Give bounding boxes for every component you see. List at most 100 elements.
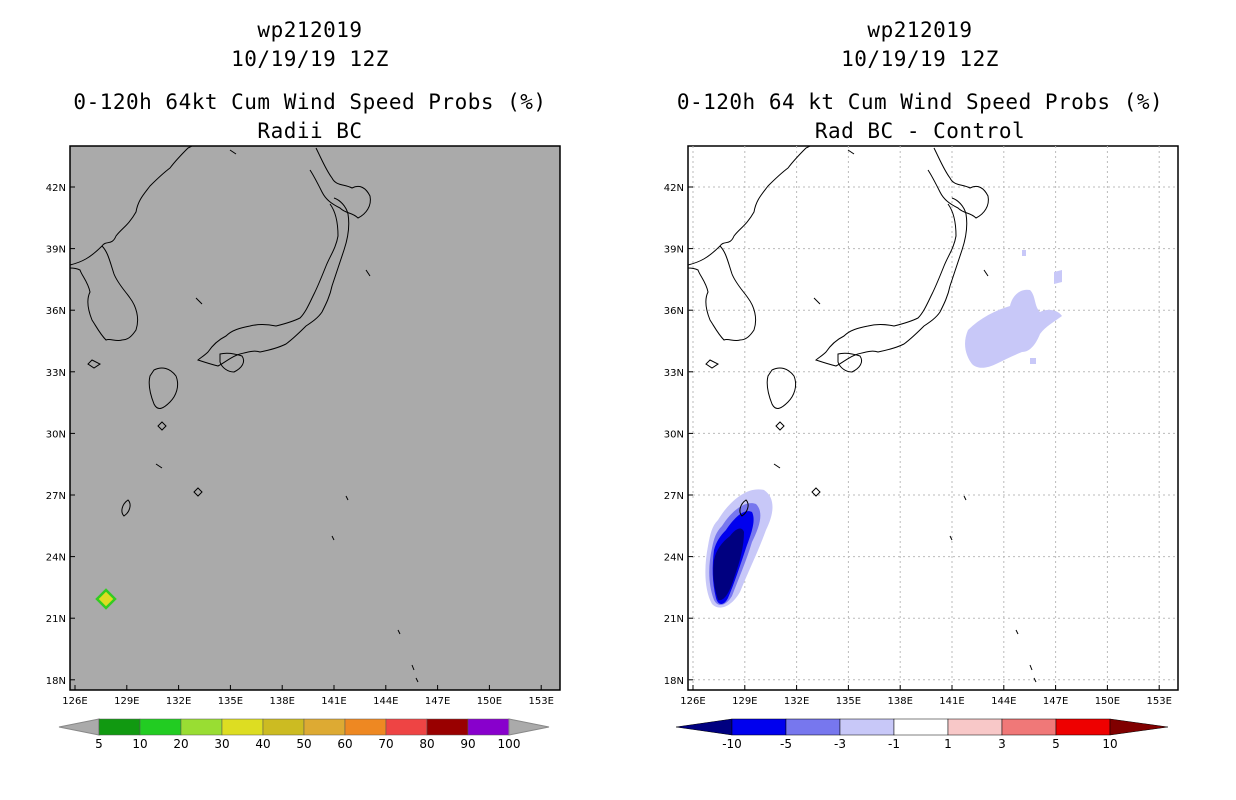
right-colorbar-min-arrow bbox=[675, 718, 733, 736]
right-colorbar-swatch bbox=[947, 718, 1003, 736]
right-positive-region bbox=[965, 250, 1062, 368]
left-lat-label: 21N bbox=[46, 614, 66, 625]
right-lon-label: 135E bbox=[836, 696, 861, 707]
left-panel-title: wp212019 10/19/19 12Z 0-120h 64kt Cum Wi… bbox=[50, 16, 570, 146]
right-lon-label: 129E bbox=[732, 696, 757, 707]
left-lat-label: 33N bbox=[46, 368, 66, 379]
contour-minus-10 bbox=[713, 528, 744, 601]
right-lat-label: 42N bbox=[664, 183, 684, 194]
left-colorbar-swatch bbox=[180, 718, 223, 736]
right-lon-label: 150E bbox=[1095, 696, 1120, 707]
left-colorbar-min-arrow bbox=[58, 718, 100, 736]
right-lon-label: 147E bbox=[1043, 696, 1068, 707]
right-colorbar-label: 3 bbox=[998, 737, 1006, 751]
right-colorbar-swatch bbox=[893, 718, 949, 736]
left-colorbar-label: 5 bbox=[95, 737, 103, 751]
right-colorbar-max-arrow bbox=[1109, 718, 1169, 736]
left-colorbar-label: 20 bbox=[173, 737, 188, 751]
right-colorbar-swatch bbox=[839, 718, 895, 736]
left-colorbar-label: 40 bbox=[255, 737, 270, 751]
left-colorbar-label: 30 bbox=[214, 737, 229, 751]
left-colorbar-label: 80 bbox=[419, 737, 434, 751]
left-lon-label: 126E bbox=[62, 696, 87, 707]
right-colorbar: -10 -5 -3 -1 1 3 5 10 bbox=[675, 718, 1169, 751]
right-map: 42N 39N 36N 33N 30N 27N 24N 21N 18N 126E 129E 132E… bbox=[664, 145, 1179, 707]
right-lon-label: 138E bbox=[887, 696, 912, 707]
right-lat-label: 21N bbox=[664, 614, 684, 625]
left-lat-label: 27N bbox=[46, 491, 66, 502]
right-colorbar-label: 10 bbox=[1102, 737, 1117, 751]
left-colorbar-swatch bbox=[98, 718, 141, 736]
left-colorbar-label: 50 bbox=[296, 737, 311, 751]
right-colorbar-label: 1 bbox=[944, 737, 952, 751]
left-lat-label: 24N bbox=[46, 553, 66, 564]
left-colorbar-swatch bbox=[303, 718, 346, 736]
left-lon-label: 153E bbox=[528, 696, 553, 707]
left-lon-label: 138E bbox=[269, 696, 294, 707]
right-lon-label: 126E bbox=[680, 696, 705, 707]
right-lat-label: 18N bbox=[664, 676, 684, 687]
right-lat-label: 33N bbox=[664, 368, 684, 379]
left-colorbar-label: 70 bbox=[378, 737, 393, 751]
left-colorbar-label: 60 bbox=[337, 737, 352, 751]
left-colorbar: 5 10 20 30 40 50 60 70 80 90 100 bbox=[58, 718, 550, 751]
right-lat-label: 27N bbox=[664, 491, 684, 502]
left-colorbar-swatch bbox=[139, 718, 182, 736]
right-colorbar-swatch bbox=[785, 718, 841, 736]
right-lon-label: 144E bbox=[991, 696, 1016, 707]
left-lon-label: 150E bbox=[477, 696, 502, 707]
right-colorbar-swatch bbox=[1001, 718, 1057, 736]
right-storm-id: wp212019 bbox=[867, 18, 973, 42]
right-gridlines bbox=[688, 146, 1178, 690]
left-lon-label: 129E bbox=[114, 696, 139, 707]
right-colorbar-label: -10 bbox=[722, 737, 742, 751]
left-lon-label: 135E bbox=[218, 696, 243, 707]
right-colorbar-swatch bbox=[1055, 718, 1111, 736]
left-lat-label: 30N bbox=[46, 429, 66, 440]
right-lat-label: 30N bbox=[664, 429, 684, 440]
right-colorbar-label: -5 bbox=[780, 737, 792, 751]
right-lon-label: 153E bbox=[1146, 696, 1171, 707]
left-colorbar-swatch bbox=[344, 718, 387, 736]
right-lon-label: 141E bbox=[939, 696, 964, 707]
left-colorbar-swatch bbox=[262, 718, 305, 736]
left-map: 42N 39N 36N 33N 30N 27N 24N 21N 18N 126E 129E 132E… bbox=[46, 145, 561, 707]
left-colorbar-label: 90 bbox=[460, 737, 475, 751]
right-datetime: 10/19/19 12Z bbox=[841, 47, 999, 71]
left-product: 0-120h 64kt Cum Wind Speed Probs (%) bbox=[73, 90, 547, 114]
right-colorbar-label: -3 bbox=[834, 737, 846, 751]
left-lon-label: 141E bbox=[321, 696, 346, 707]
left-lat-label: 42N bbox=[46, 183, 66, 194]
left-colorbar-label: 10 bbox=[132, 737, 147, 751]
right-product: 0-120h 64 kt Cum Wind Speed Probs (%) bbox=[676, 90, 1164, 114]
left-colorbar-label: 100 bbox=[498, 737, 521, 751]
right-colorbar-label: -1 bbox=[888, 737, 900, 751]
right-difference-contours bbox=[705, 489, 773, 608]
right-colorbar-label: 5 bbox=[1052, 737, 1060, 751]
left-lat-label: 18N bbox=[46, 676, 66, 687]
right-lat-label: 24N bbox=[664, 553, 684, 564]
right-panel-title: wp212019 10/19/19 12Z 0-120h 64 kt Cum W… bbox=[660, 16, 1180, 146]
left-lon-label: 132E bbox=[166, 696, 191, 707]
left-colorbar-swatch bbox=[385, 718, 428, 736]
left-storm-id: wp212019 bbox=[257, 18, 363, 42]
right-subtitle: Rad BC - Control bbox=[814, 119, 1026, 143]
left-colorbar-swatch bbox=[221, 718, 264, 736]
right-colorbar-swatch bbox=[731, 718, 787, 736]
left-lat-label: 39N bbox=[46, 245, 66, 256]
right-lat-label: 36N bbox=[664, 306, 684, 317]
left-lat-label: 36N bbox=[46, 306, 66, 317]
left-map-background bbox=[69, 145, 561, 691]
left-lon-label: 147E bbox=[425, 696, 450, 707]
left-storm-probability-marker bbox=[95, 588, 117, 610]
left-subtitle: Radii BC bbox=[257, 119, 363, 143]
right-lon-label: 132E bbox=[784, 696, 809, 707]
left-datetime: 10/19/19 12Z bbox=[231, 47, 389, 71]
left-colorbar-swatch bbox=[426, 718, 469, 736]
right-lat-label: 39N bbox=[664, 245, 684, 256]
left-colorbar-swatch bbox=[467, 718, 510, 736]
left-lon-label: 144E bbox=[373, 696, 398, 707]
right-map-background bbox=[687, 145, 1179, 691]
left-colorbar-max-arrow bbox=[508, 718, 550, 736]
